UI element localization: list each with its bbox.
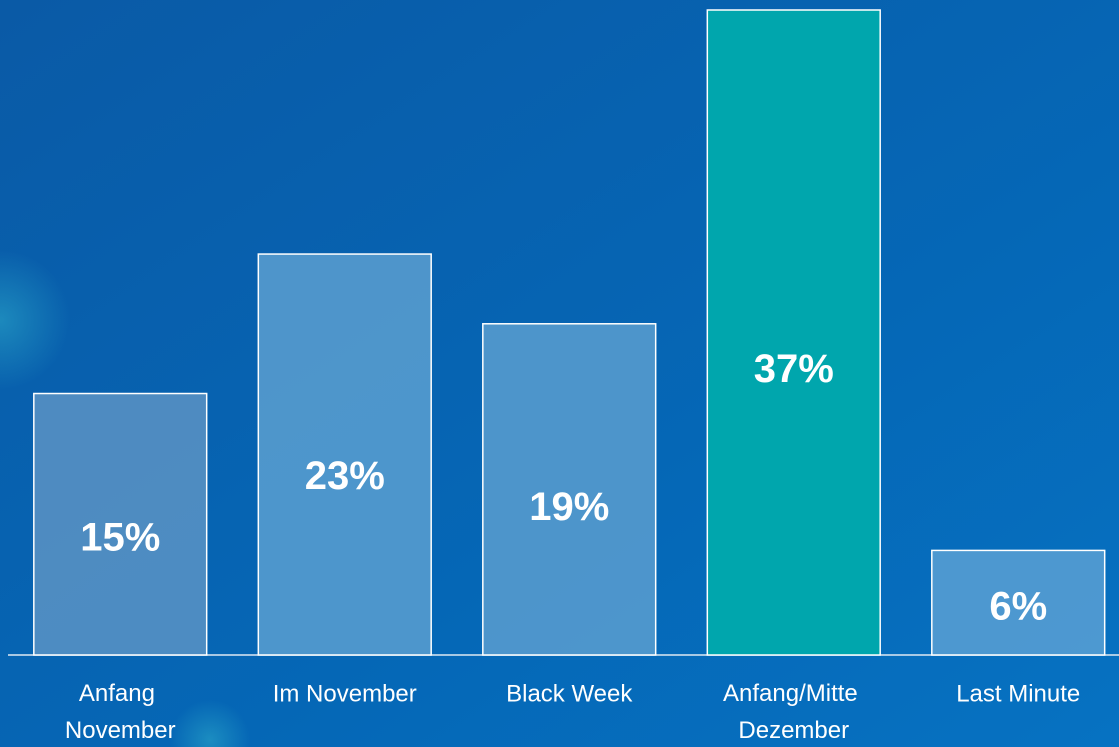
bar [33, 392, 208, 656]
bar [257, 253, 432, 656]
glow [0, 250, 70, 390]
x-tick-label: Black Week [506, 680, 633, 707]
bar [931, 549, 1106, 656]
x-tick-label: Anfang November [65, 680, 176, 744]
x-tick-label: Im November [273, 680, 417, 707]
value-label: 23% [305, 454, 385, 498]
glow [170, 700, 250, 747]
x-tick-label: Last Minute [956, 680, 1080, 707]
value-label: 19% [529, 485, 609, 529]
value-label: 37% [754, 347, 834, 391]
bar [482, 323, 657, 656]
value-label: 15% [80, 516, 160, 560]
value-label: 6% [989, 585, 1047, 629]
bar [706, 9, 881, 656]
x-tick-label: Anfang/Mitte Dezember [723, 680, 864, 744]
